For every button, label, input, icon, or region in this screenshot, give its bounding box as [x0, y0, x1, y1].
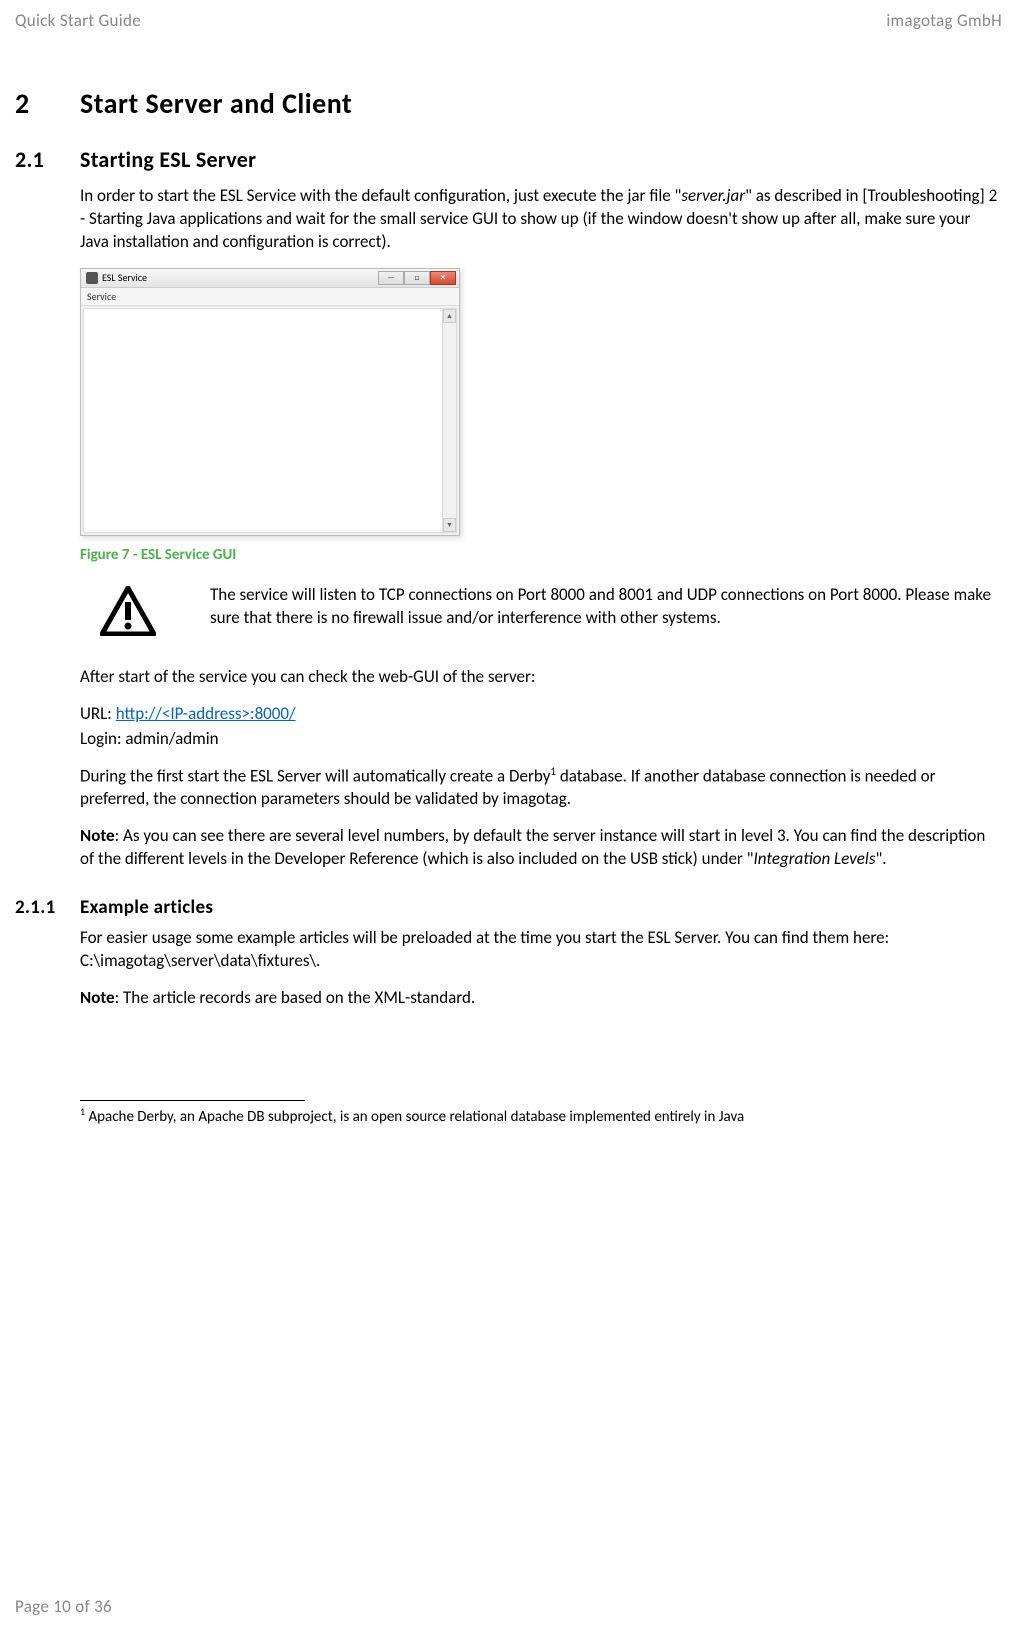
url-line: URL: http://<IP-address>:8000/ [80, 703, 1002, 726]
close-button[interactable]: ✕ [430, 271, 456, 285]
warning-icon [100, 586, 156, 636]
server-url-link[interactable]: http://<IP-address>:8000/ [116, 703, 296, 724]
h1-title: Start Server and Client [80, 86, 352, 121]
h3-title: Example articles [80, 896, 213, 919]
warning-callout: The service will listen to TCP connectio… [80, 584, 1002, 636]
heading-3: 2.1.1 Example articles [15, 896, 1002, 919]
paragraph-intro: In order to start the ESL Service with t… [80, 185, 1002, 254]
login-line: Login: admin/admin [80, 728, 1002, 751]
page-footer: Page 10 of 36 [15, 1596, 112, 1617]
heading-2: 2.1 Starting ESL Server [15, 146, 1002, 173]
window-titlebar: ESL Service — □ ✕ [81, 269, 459, 288]
window-control-buttons: — □ ✕ [378, 271, 456, 285]
window-content-area: ▲ ▼ [83, 308, 457, 533]
scroll-up-arrow[interactable]: ▲ [443, 309, 456, 323]
scroll-down-arrow[interactable]: ▼ [443, 518, 456, 532]
paragraph-webgui: After start of the service you can check… [80, 666, 1002, 689]
vertical-scrollbar[interactable]: ▲ ▼ [442, 309, 456, 532]
figure-caption: Figure 7 - ESL Service GUI [80, 546, 1002, 564]
h1-number: 2 [15, 86, 80, 121]
note-xml: Note: The article records are based on t… [80, 987, 1002, 1010]
header-right: imagotag GmbH [886, 10, 1002, 31]
window-menubar[interactable]: Service [81, 288, 459, 306]
paragraph-derby: During the first start the ESL Server wi… [80, 765, 1002, 812]
maximize-button[interactable]: □ [404, 271, 430, 285]
h2-title: Starting ESL Server [80, 146, 256, 173]
footnote-separator [80, 1100, 305, 1101]
warning-text: The service will listen to TCP connectio… [210, 584, 1002, 630]
paragraph-example-articles: For easier usage some example articles w… [80, 927, 1002, 973]
esl-service-window: ESL Service — □ ✕ Service ▲ ▼ [80, 268, 460, 536]
h2-number: 2.1 [15, 146, 80, 173]
window-app-icon [86, 272, 98, 284]
minimize-button[interactable]: — [378, 271, 404, 285]
footnote: 1 Apache Derby, an Apache DB subproject,… [80, 1105, 1002, 1128]
h3-number: 2.1.1 [15, 896, 80, 919]
header-left: Quick Start Guide [15, 10, 141, 31]
note-levels: Note: As you can see there are several l… [80, 825, 1002, 871]
window-title: ESL Service [102, 271, 147, 284]
heading-1: 2 Start Server and Client [15, 86, 1002, 121]
